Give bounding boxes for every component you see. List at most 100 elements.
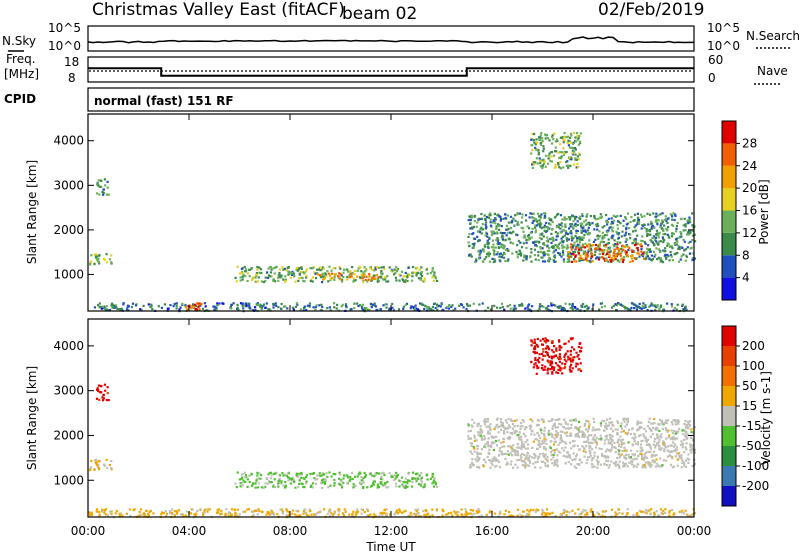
- power-cell: [613, 249, 616, 253]
- velocity-cell: [99, 384, 103, 388]
- power-cell: [539, 215, 542, 218]
- velocity-cell: [500, 428, 503, 431]
- velocity-cell: [106, 514, 110, 517]
- velocity-cell: [354, 484, 357, 487]
- power-cell: [666, 229, 669, 232]
- velocity-cell: [579, 349, 582, 352]
- power-cell: [303, 305, 306, 308]
- power-cell: [546, 226, 549, 229]
- power-cell: [557, 161, 560, 165]
- power-cell: [361, 277, 364, 280]
- velocity-cell: [282, 474, 285, 477]
- power-cell: [575, 158, 578, 161]
- velocity-cell: [323, 481, 327, 484]
- power-cell: [490, 230, 493, 233]
- power-cell: [379, 308, 382, 311]
- power-cell: [569, 132, 573, 135]
- power-cell: [236, 303, 239, 306]
- power-cell: [479, 228, 482, 231]
- power-cell: [688, 233, 691, 236]
- power-cell: [314, 305, 317, 308]
- power-cell: [281, 266, 284, 269]
- velocity-cell: [410, 485, 414, 488]
- power-cell: [509, 221, 512, 224]
- velocity-cell: [622, 464, 625, 467]
- power-cell: [677, 247, 680, 250]
- velocity-cell: [464, 508, 467, 511]
- velocity-cell: [554, 440, 557, 443]
- power-cell: [374, 268, 377, 271]
- velocity-cell: [665, 459, 668, 462]
- velocity-cell: [498, 466, 502, 469]
- power-cell: [507, 258, 510, 261]
- power-cell: [486, 243, 489, 246]
- velocity-cell: [663, 442, 666, 445]
- velocity-cell: [639, 510, 643, 513]
- power-cell: [357, 267, 360, 270]
- velocity-cell: [421, 480, 424, 483]
- velocity-cell: [353, 475, 357, 478]
- velocity-cell: [610, 443, 614, 446]
- velocity-cell: [227, 512, 230, 515]
- power-cell: [536, 162, 539, 165]
- velocity-cell: [567, 427, 570, 430]
- velocity-cell: [689, 445, 692, 448]
- velocity-cell: [645, 440, 648, 443]
- velocity-cell: [570, 423, 573, 426]
- velocity-cell: [193, 513, 196, 516]
- power-cell: [498, 253, 501, 256]
- velocity-cell: [544, 347, 548, 350]
- power-cell: [575, 240, 578, 243]
- power-cell: [580, 229, 583, 232]
- velocity-cell: [477, 458, 480, 461]
- velocity-cell: [629, 432, 632, 436]
- velocity-cell: [644, 436, 647, 439]
- velocity-cell: [472, 464, 475, 467]
- velocity-cell: [552, 368, 555, 371]
- power-cell: [615, 230, 618, 233]
- power-cell: [540, 226, 543, 230]
- velocity-cell: [610, 448, 613, 451]
- power-cell: [353, 273, 356, 276]
- velocity-cell: [562, 511, 565, 514]
- velocity-cell: [540, 513, 544, 516]
- velocity-cell: [569, 360, 573, 363]
- power-cell: [684, 229, 687, 232]
- velocity-cell: [342, 477, 345, 480]
- power-cell: [659, 226, 662, 229]
- power-cell: [495, 238, 498, 242]
- velocity-cell: [510, 446, 513, 449]
- velocity-cell: [586, 511, 589, 514]
- velocity-cell: [244, 480, 247, 483]
- power-cell: [612, 219, 616, 222]
- velocity-cell: [686, 514, 690, 517]
- time-tick-label: 20:00: [576, 524, 611, 538]
- power-cell: [620, 251, 623, 254]
- velocity-cell: [419, 479, 422, 482]
- velocity-cell: [516, 459, 519, 462]
- colorbar-segment: [722, 277, 736, 300]
- velocity-cell: [558, 340, 561, 343]
- velocity-cell: [535, 372, 538, 375]
- velocity-cell: [546, 367, 550, 370]
- velocity-cell: [504, 427, 507, 431]
- velocity-cell: [334, 473, 337, 476]
- velocity-cell: [234, 511, 237, 515]
- velocity-cell: [366, 509, 370, 512]
- velocity-cell: [484, 446, 487, 449]
- power-cell: [319, 276, 323, 279]
- power-cell: [645, 251, 649, 254]
- power-cell: [606, 223, 609, 226]
- velocity-cell: [608, 464, 611, 467]
- power-cell: [493, 232, 496, 235]
- power-cell: [547, 305, 550, 308]
- velocity-cell: [648, 444, 651, 447]
- power-cell: [436, 305, 439, 308]
- velocity-cell: [693, 426, 696, 429]
- power-cell: [553, 256, 557, 259]
- velocity-cell: [546, 456, 549, 459]
- power-cell: [572, 163, 575, 166]
- power-cell: [666, 221, 669, 225]
- power-cell: [260, 280, 263, 283]
